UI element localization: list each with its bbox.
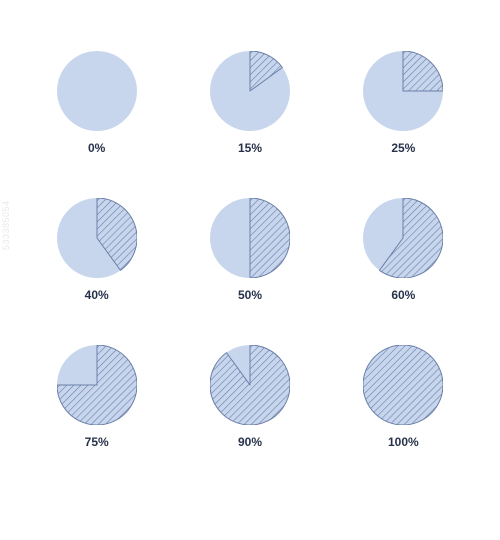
pie-chart-1: [210, 51, 290, 131]
pie-label: 90%: [238, 435, 262, 449]
pie-cell: 40%: [40, 187, 153, 314]
pie-label: 25%: [391, 141, 415, 155]
pie-cell: 60%: [347, 187, 460, 314]
pie-label: 75%: [85, 435, 109, 449]
pie-cell: 90%: [193, 333, 306, 460]
pie-grid: 0% 15% 25% 40% 50% 60% 75% 90% 100%: [40, 40, 460, 460]
pie-chart-2: [363, 51, 443, 131]
pie-cell: 100%: [347, 333, 460, 460]
pie-cell: 0%: [40, 40, 153, 167]
pie-cell: 75%: [40, 333, 153, 460]
pie-label: 100%: [388, 435, 419, 449]
pie-label: 60%: [391, 288, 415, 302]
pie-label: 40%: [85, 288, 109, 302]
pie-chart-0: [57, 51, 137, 131]
pie-chart-3: [57, 198, 137, 278]
watermark-text: 533385054: [1, 200, 11, 250]
pie-chart-5: [363, 198, 443, 278]
pie-cell: 50%: [193, 187, 306, 314]
pie-chart-7: [210, 345, 290, 425]
pie-chart-8: [363, 345, 443, 425]
pie-label: 50%: [238, 288, 262, 302]
pie-chart-6: [57, 345, 137, 425]
pie-chart-4: [210, 198, 290, 278]
pie-cell: 15%: [193, 40, 306, 167]
pie-label: 0%: [88, 141, 105, 155]
pie-cell: 25%: [347, 40, 460, 167]
pie-label: 15%: [238, 141, 262, 155]
